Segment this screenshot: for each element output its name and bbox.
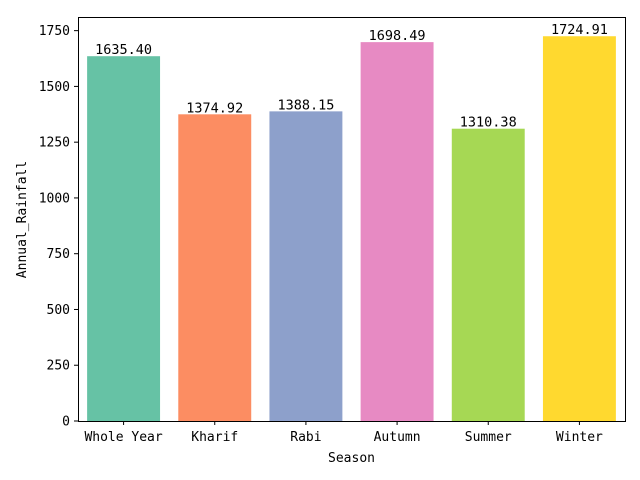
data-label-summer: 1310.38 [460,115,517,131]
y-axis-title: Annual_Rainfall [15,161,30,278]
data-label-kharif: 1374.92 [186,100,243,116]
y-tick-label-0: 0 [62,415,70,430]
y-tick-label-250: 250 [47,359,70,374]
data-label-whole-year: 1635.40 [95,42,152,58]
bar-rabi [269,111,343,421]
x-axis-title: Season [328,451,375,466]
data-labels-layer: 1635.40 1374.92 1388.15 1698.49 1310.38 1724.… [95,22,608,130]
y-tick-label-1000: 1000 [39,191,70,206]
y-axis: 0 250 500 750 1000 1250 1500 1750 [39,24,78,430]
bar-summer [451,128,525,422]
x-axis: Whole Year Kharif Rabi Autumn Summer Winter [84,421,603,445]
data-label-rabi: 1388.15 [277,97,334,113]
data-label-winter: 1724.91 [551,22,608,38]
bar-whole-year [87,56,161,421]
bar-autumn [360,42,434,422]
plot-frame [78,17,626,422]
y-tick-label-750: 750 [47,247,70,262]
data-label-autumn: 1698.49 [369,28,426,44]
x-tick-label-autumn: Autumn [374,430,421,445]
bars-layer [87,36,616,422]
y-tick-label-1250: 1250 [39,136,70,151]
y-tick-label-1750: 1750 [39,24,70,39]
x-tick-label-rabi: Rabi [290,430,321,445]
bar-kharif [178,114,252,421]
bar-winter [542,36,616,422]
x-tick-label-summer: Summer [465,430,512,445]
x-tick-label-whole-year: Whole Year [84,430,162,445]
x-tick-label-kharif: Kharif [191,430,238,445]
x-tick-label-winter: Winter [556,430,603,445]
y-tick-label-500: 500 [47,303,70,318]
y-tick-label-1500: 1500 [39,80,70,95]
